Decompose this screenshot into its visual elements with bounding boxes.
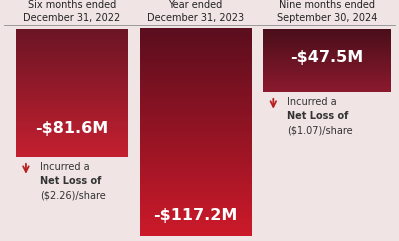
Text: ($2.26)/share: ($2.26)/share [40, 190, 106, 200]
Text: -$81.6M: -$81.6M [35, 121, 109, 136]
Text: Year ended
December 31, 2023: Year ended December 31, 2023 [147, 0, 244, 23]
Text: Incurred a: Incurred a [40, 162, 89, 172]
Text: -$117.2M: -$117.2M [153, 208, 238, 223]
Text: Net Loss of: Net Loss of [40, 176, 101, 186]
Text: ($1.07)/share: ($1.07)/share [287, 125, 353, 135]
Text: Nine months ended
September 30, 2024: Nine months ended September 30, 2024 [277, 0, 377, 23]
Text: -$47.5M: -$47.5M [290, 50, 364, 65]
Text: Six months ended
December 31, 2022: Six months ended December 31, 2022 [23, 0, 120, 23]
Text: Incurred a: Incurred a [287, 97, 337, 107]
Text: Net Loss of: Net Loss of [287, 111, 349, 121]
